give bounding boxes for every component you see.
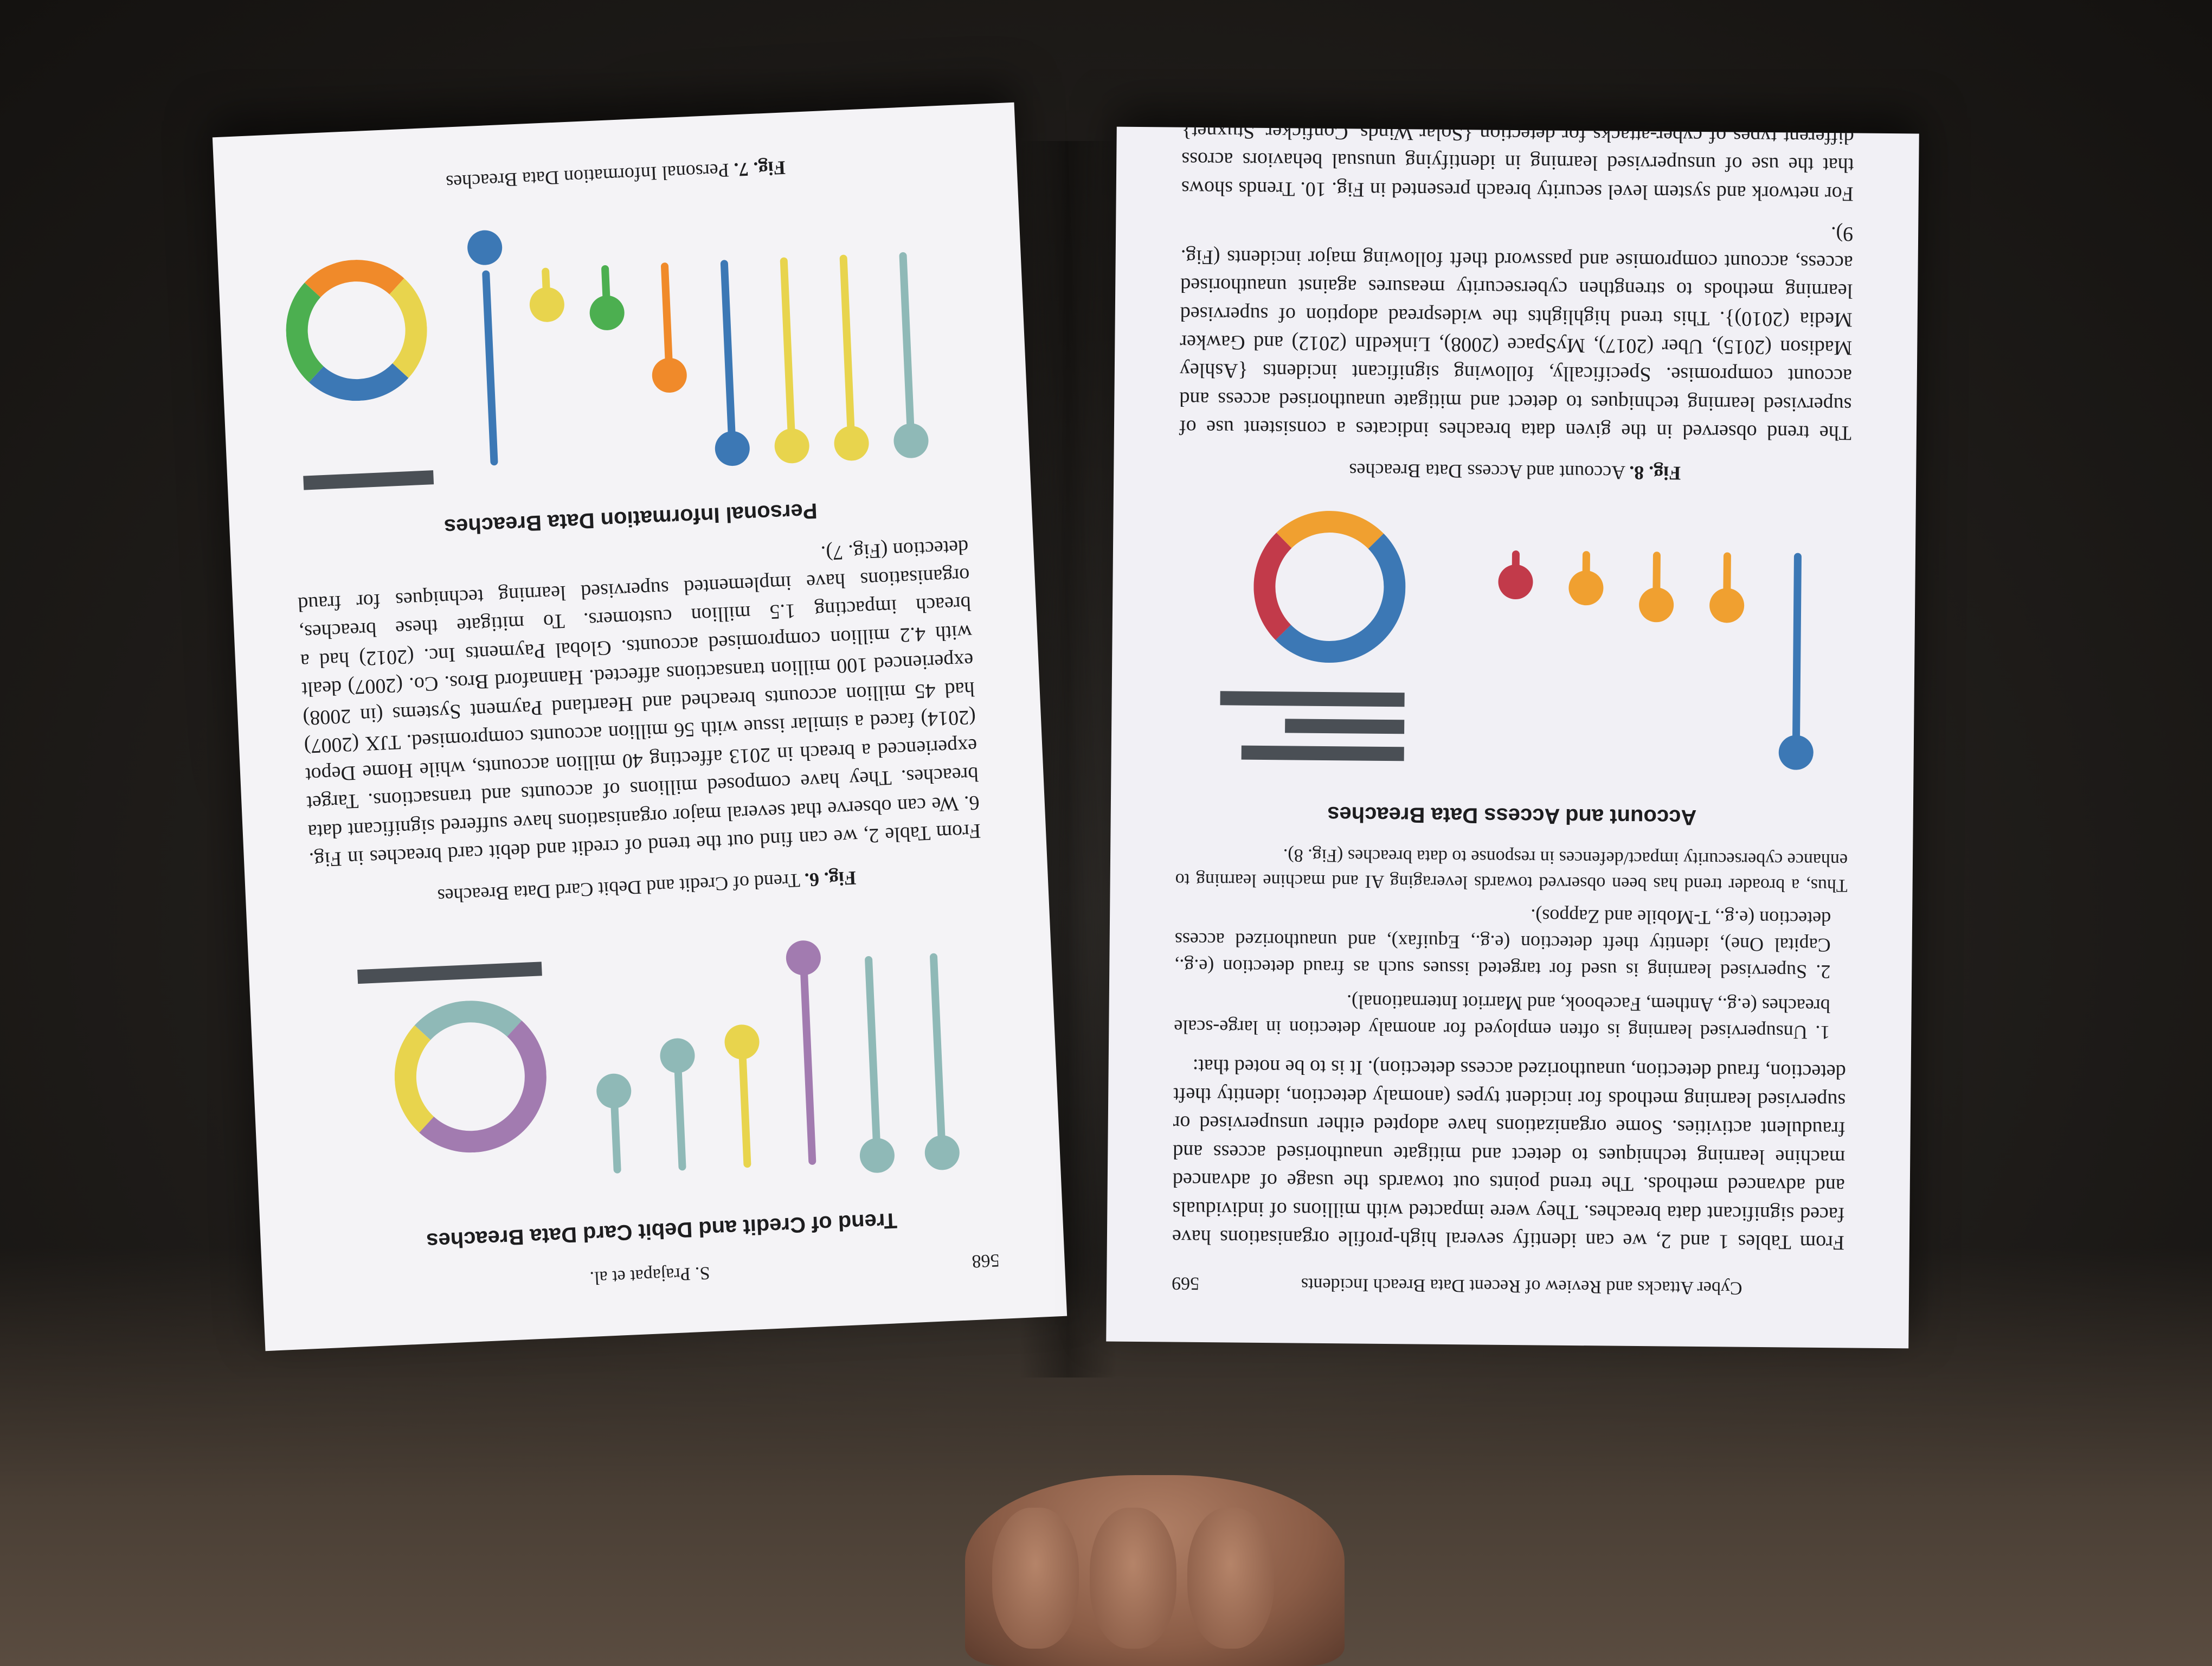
lollipop-head — [1498, 565, 1533, 600]
lollipop-head — [589, 294, 626, 331]
lollipop-head — [893, 422, 929, 459]
running-head: 568 S. Prajapat et al. — [327, 1250, 1000, 1299]
list-item: 2. Supervised learning is used for targe… — [1174, 905, 1831, 983]
lollipop-stem — [1792, 553, 1802, 759]
figure-8-title: Account and Access Data Breaches — [1327, 802, 1697, 830]
page-number: 568 — [971, 1250, 1000, 1272]
lollipop-stem — [674, 1062, 686, 1171]
page-568-content: 568 S. Prajapat et al. Trend of Credit a… — [280, 154, 1000, 1299]
legend-bar — [1241, 745, 1404, 761]
running-head-author: S. Prajapat et al. — [589, 1263, 711, 1288]
lollipop-stem — [799, 958, 816, 1165]
figure-7-chart — [281, 180, 966, 512]
page-569-content: Cyber Attacks and Review of Recent Data … — [1172, 127, 1854, 1299]
lollipop-head — [1638, 587, 1674, 623]
book-page-right: Cyber Attacks and Review of Recent Data … — [1106, 126, 1919, 1349]
donut-chart — [1253, 510, 1406, 664]
figure-6-chart — [312, 892, 996, 1225]
lollipop-head — [595, 1073, 632, 1110]
lollipop-head — [466, 229, 503, 266]
page-number: 569 — [1172, 1273, 1200, 1293]
figure-8-caption: Fig. 8. Account and Access Data Breaches — [1349, 459, 1681, 485]
running-head: Cyber Attacks and Review of Recent Data … — [1172, 1273, 1844, 1299]
lollipop-stem — [929, 953, 947, 1159]
paragraph: Thus, a broader trend has been observed … — [1175, 845, 1848, 896]
lollipop-stem — [839, 254, 856, 450]
figure-8-chart — [1176, 488, 1851, 798]
book-page-left: 568 S. Prajapat et al. Trend of Credit a… — [212, 102, 1068, 1351]
lollipop-head — [1568, 571, 1604, 606]
lollipop-stem — [720, 260, 737, 456]
legend-bar — [357, 962, 542, 984]
finger — [1090, 1508, 1176, 1649]
lollipop-stem — [899, 252, 915, 448]
lollipop-head — [1709, 588, 1745, 624]
legend-bar — [1285, 719, 1405, 734]
lollipop-head — [651, 357, 688, 394]
lollipop-head — [774, 428, 811, 464]
figure-8: Account and Access Data Breaches — [1176, 458, 1851, 831]
finger — [1187, 1508, 1274, 1649]
figure-7: Personal Information Data Breaches — [279, 149, 967, 545]
paragraph: The trend observed in the given data bre… — [1179, 222, 1854, 445]
paragraph: For network and system level security br… — [1181, 126, 1854, 206]
lollipop-head — [833, 425, 870, 462]
lollipop-stem — [864, 956, 882, 1162]
finger — [992, 1508, 1079, 1649]
lollipop-stem — [780, 257, 796, 453]
lollipop-stem — [738, 1048, 751, 1168]
lollipop-head — [785, 939, 822, 976]
lollipop-head — [659, 1037, 696, 1074]
lollipop-head — [724, 1023, 760, 1060]
lollipop-stem — [610, 1097, 621, 1174]
donut-chart — [391, 997, 550, 1156]
running-head-title: Cyber Attacks and Review of Recent Data … — [1301, 1274, 1742, 1298]
legend-bar — [303, 470, 434, 490]
paragraph: From Tables 1 and 2, we can identify sev… — [1172, 1055, 1846, 1254]
legend-bar — [1220, 691, 1405, 707]
lollipop-head — [714, 430, 751, 467]
lollipop-head — [859, 1137, 896, 1174]
lollipop-stem — [482, 270, 498, 466]
lollipop-head — [529, 286, 565, 323]
figure-6: Trend of Credit and Debit Card Data Brea… — [311, 861, 998, 1257]
paragraph: From Table 2, we can find out the trend … — [297, 535, 981, 872]
list-item: 1. Unsupervised learning is often employ… — [1174, 991, 1830, 1044]
lollipop-head — [1778, 735, 1814, 771]
donut-chart — [283, 257, 430, 404]
lollipop-head — [924, 1135, 961, 1171]
